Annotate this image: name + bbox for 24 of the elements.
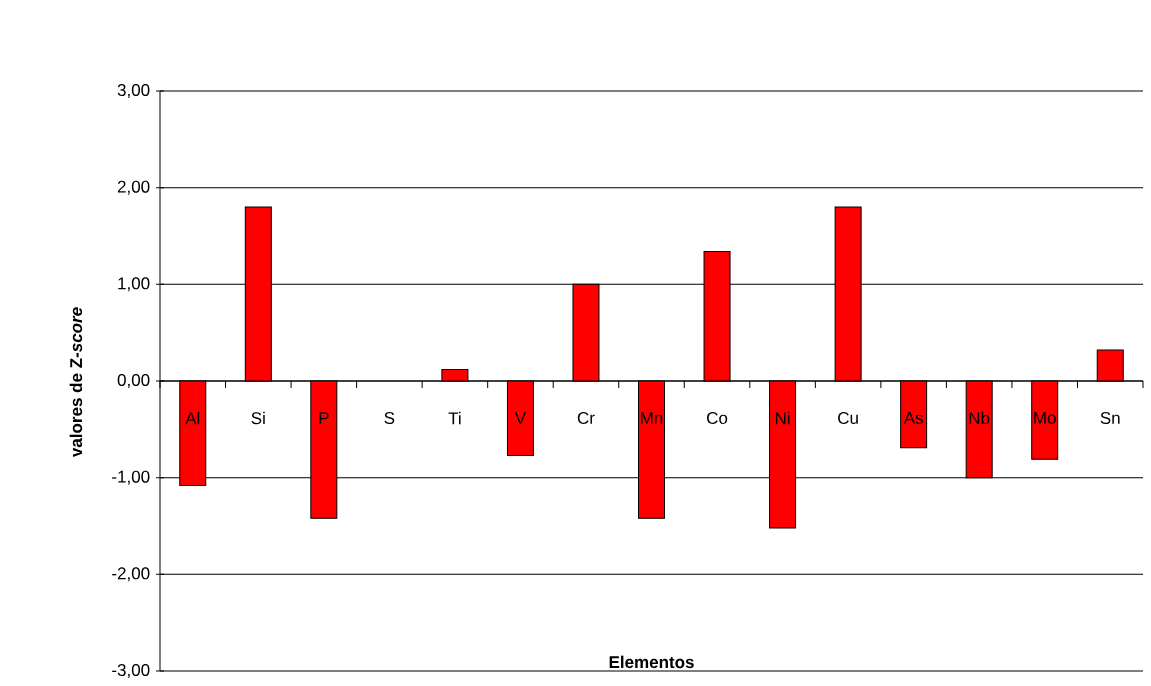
x-tick-label: P xyxy=(319,412,329,424)
x-tick-label: As xyxy=(903,412,923,424)
y-tick-label: 3,00 xyxy=(117,83,150,99)
x-tick-label: Si xyxy=(251,411,265,425)
x-axis-title: Elementos xyxy=(609,655,694,669)
y-tick-label: -1,00 xyxy=(112,470,150,485)
y-tick-label: -3,00 xyxy=(112,663,150,679)
x-tick-label: Ni xyxy=(775,411,790,425)
x-tick-label: Nb xyxy=(969,411,990,425)
y-tick-label: 2,00 xyxy=(117,180,150,195)
y-tick-label: 1,00 xyxy=(118,277,150,292)
y-axis-title: valores de Z-score xyxy=(69,307,83,458)
x-tick-label: Al xyxy=(185,411,200,425)
x-tick-label: Mo xyxy=(1034,412,1056,424)
x-tick-label: V xyxy=(514,412,527,424)
x-tick-label: Sn xyxy=(1100,411,1120,425)
x-tick-label: Mn xyxy=(641,412,663,424)
x-tick-label: S xyxy=(384,411,395,425)
y-tick-label: -2,00 xyxy=(112,567,150,582)
x-tick-label: Cr xyxy=(577,411,595,425)
y-tick-label: 0,00 xyxy=(117,373,150,389)
x-tick-label: Cu xyxy=(838,411,858,425)
x-tick-label: Co xyxy=(707,411,728,425)
x-tick-label: Ti xyxy=(448,411,461,425)
